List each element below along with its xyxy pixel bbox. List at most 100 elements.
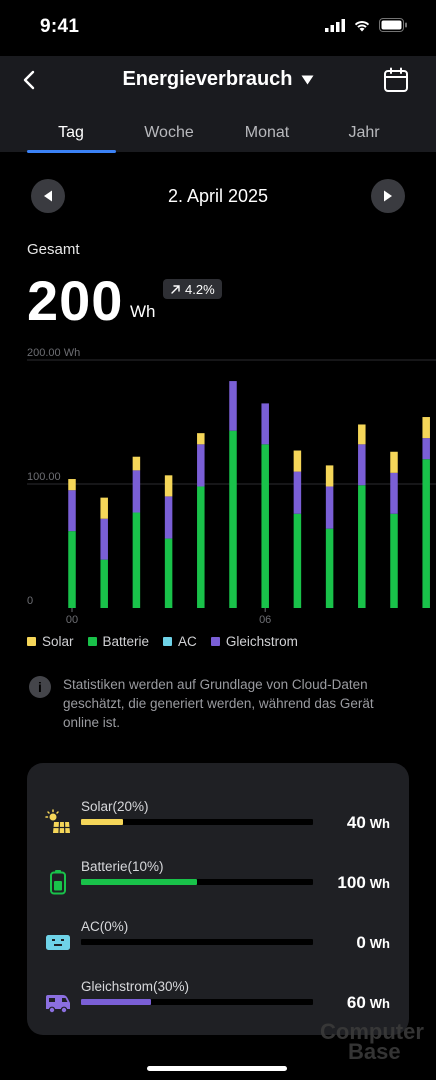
chart-legend: Solar Batterie AC Gleichstrom bbox=[27, 634, 298, 649]
bar-segment-gleichstrom bbox=[68, 490, 76, 532]
bar-segment-batterie bbox=[422, 459, 430, 608]
bar-segment-batterie bbox=[68, 531, 76, 608]
y-tick-label: 200.00 Wh bbox=[27, 347, 80, 359]
bar-segment-solar bbox=[390, 451, 398, 473]
breakdown-fill-gleichstrom bbox=[81, 999, 151, 1005]
change-badge: 4.2% bbox=[163, 279, 222, 299]
calendar-icon[interactable] bbox=[382, 66, 410, 94]
title-dropdown[interactable]: Energieverbrauch bbox=[0, 68, 436, 91]
legend-label-solar: Solar bbox=[42, 634, 74, 649]
legend-item-solar: Solar bbox=[27, 634, 74, 649]
bar-segment-batterie bbox=[197, 486, 205, 608]
battery-status-icon bbox=[379, 18, 407, 32]
breakdown-fill-batterie bbox=[81, 879, 197, 885]
bar-segment-solar bbox=[68, 479, 76, 491]
breakdown-number-ac: 0 bbox=[356, 933, 366, 952]
bar-segment-gleichstrom bbox=[261, 403, 269, 445]
legend-item-ac: AC bbox=[163, 634, 197, 649]
bar-segment-batterie bbox=[293, 513, 302, 608]
active-tab-indicator bbox=[27, 150, 116, 153]
back-arrow-icon[interactable] bbox=[16, 66, 44, 94]
breakdown-unit-batterie: Wh bbox=[369, 876, 390, 891]
breakdown-number-gleichstrom: 60 bbox=[346, 993, 366, 1012]
total-unit: Wh bbox=[130, 302, 156, 321]
bar-segment-gleichstrom bbox=[197, 444, 205, 487]
bar-segment-gleichstrom bbox=[325, 486, 334, 529]
watermark: Computer Base bbox=[320, 1019, 424, 1064]
status-time: 9:41 bbox=[40, 16, 80, 37]
tab-woche[interactable]: Woche bbox=[144, 124, 194, 141]
bar-segment-batterie bbox=[390, 513, 398, 608]
current-date: 2. April 2025 bbox=[167, 186, 269, 206]
info-note: Statistiken werden auf Grundlage von Clo… bbox=[63, 677, 374, 730]
breakdown-number-solar: 40 bbox=[346, 813, 366, 832]
breakdown-unit-solar: Wh bbox=[369, 816, 390, 831]
legend-label-batterie: Batterie bbox=[102, 634, 150, 649]
bar-segment-solar bbox=[293, 450, 302, 472]
watermark-line-2: Base bbox=[348, 1039, 401, 1064]
bar-segment-gleichstrom bbox=[422, 438, 430, 460]
breakdown-track-ac bbox=[81, 939, 313, 945]
breakdown-label-gleichstrom: Gleichstrom(30%) bbox=[81, 979, 190, 994]
legend-label-ac: AC bbox=[178, 634, 197, 649]
bar-segment-gleichstrom bbox=[229, 381, 237, 431]
bar-segment-solar bbox=[164, 475, 173, 497]
y-tick-label: 0 bbox=[27, 595, 33, 607]
legend-label-gleichstrom: Gleichstrom bbox=[225, 634, 298, 649]
camper-van-icon bbox=[46, 995, 70, 1014]
breakdown-track-gleichstrom bbox=[81, 999, 313, 1005]
breakdown-track-solar bbox=[81, 819, 313, 825]
tab-tag[interactable]: Tag bbox=[58, 124, 84, 141]
breakdown-row-solar: Solar(20%) 40 Wh bbox=[27, 795, 409, 855]
header: Energieverbrauch Tag Woche Monat Jahr bbox=[0, 56, 436, 153]
change-value: 4.2% bbox=[185, 281, 215, 297]
legend-swatch-batterie bbox=[87, 637, 97, 646]
bar-segment-solar bbox=[358, 424, 366, 445]
bar-segment-batterie bbox=[164, 538, 173, 608]
page-title: Energieverbrauch bbox=[122, 68, 293, 90]
watermark-line-1: Computer bbox=[320, 1019, 424, 1044]
breakdown-value-gleichstrom: 60 Wh bbox=[347, 993, 390, 1013]
bar-segment-batterie bbox=[132, 512, 141, 608]
bar-segment-batterie bbox=[100, 559, 108, 608]
breakdown-unit-gleichstrom: Wh bbox=[369, 996, 390, 1011]
previous-day-button[interactable] bbox=[31, 179, 65, 213]
bar-segment-gleichstrom bbox=[293, 471, 302, 514]
home-indicator bbox=[147, 1066, 287, 1071]
breakdown-value-ac: 0 Wh bbox=[356, 933, 390, 953]
bar-segment-batterie bbox=[325, 528, 334, 608]
breakdown-row-batterie: Batterie(10%) 100 Wh bbox=[27, 855, 409, 915]
status-icons bbox=[325, 18, 408, 32]
tab-jahr[interactable]: Jahr bbox=[348, 124, 380, 141]
caret-down-icon bbox=[301, 75, 314, 84]
bar-segment-gleichstrom bbox=[100, 518, 108, 560]
x-tick-label: 06 bbox=[259, 614, 271, 626]
total-value: 200 bbox=[27, 269, 124, 332]
wifi-icon bbox=[354, 20, 370, 31]
ac-outlet-icon bbox=[46, 935, 70, 950]
legend-swatch-gleichstrom bbox=[210, 637, 220, 646]
bar-segment-solar bbox=[197, 433, 205, 445]
breakdown-fill-solar bbox=[81, 819, 123, 825]
total-label: Gesamt bbox=[27, 241, 80, 258]
bar-segment-gleichstrom bbox=[132, 470, 141, 513]
status-bar: 9:41 bbox=[0, 0, 436, 56]
period-tabs: Tag Woche Monat Jahr bbox=[0, 120, 436, 152]
bar-segment-gleichstrom bbox=[358, 444, 366, 486]
breakdown-value-batterie: 100 Wh bbox=[337, 873, 390, 893]
breakdown-label-batterie: Batterie(10%) bbox=[81, 859, 164, 874]
triangle-left-icon bbox=[44, 190, 52, 202]
bar-segment-gleichstrom bbox=[390, 472, 398, 514]
triangle-right-icon bbox=[384, 190, 392, 202]
info-icon: i bbox=[29, 676, 51, 698]
breakdown-label-ac: AC(0%) bbox=[81, 919, 129, 934]
solar-panel-icon bbox=[45, 809, 70, 834]
source-breakdown-card: Solar(20%) 40 Wh Batterie(10%) 100 Wh AC(0… bbox=[27, 763, 409, 1035]
signal-icon bbox=[325, 18, 345, 32]
bar-segment-solar bbox=[100, 497, 108, 519]
next-day-button[interactable] bbox=[371, 179, 405, 213]
x-tick-label: 00 bbox=[66, 614, 78, 626]
tab-monat[interactable]: Monat bbox=[244, 124, 290, 141]
breakdown-number-batterie: 100 bbox=[337, 873, 366, 892]
